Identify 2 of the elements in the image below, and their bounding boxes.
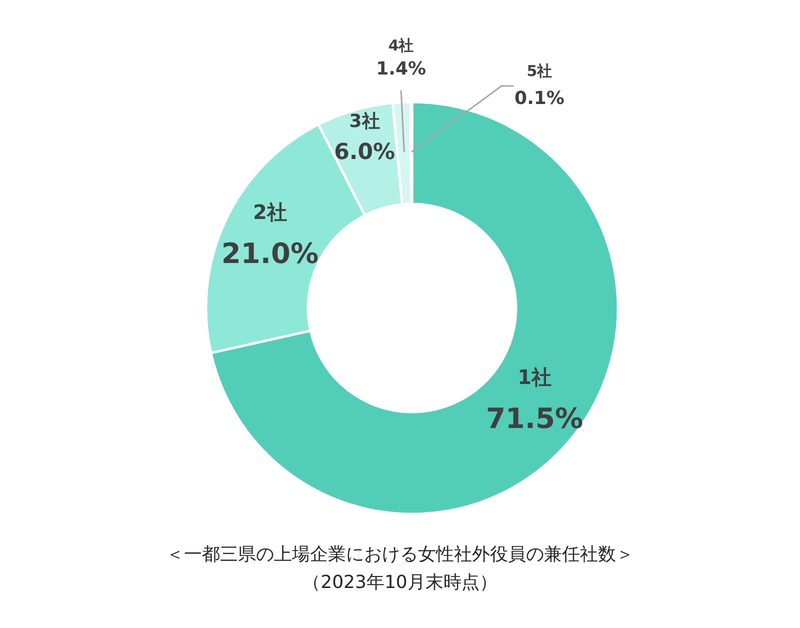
subtitle: （2023年10月末時点） xyxy=(302,572,498,593)
title: ＜一都三県の上場企業における女性社外役員の兼任社数＞ xyxy=(166,544,634,565)
